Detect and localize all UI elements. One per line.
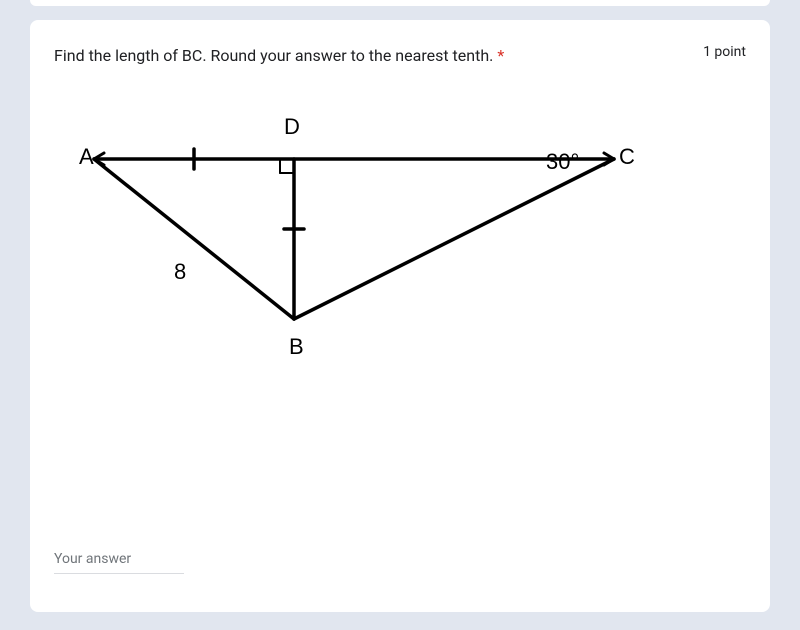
svg-text:30°: 30° bbox=[546, 149, 579, 174]
svg-text:B: B bbox=[289, 334, 304, 359]
geometry-diagram: A D C B 8 30° bbox=[54, 104, 746, 388]
question-text: Find the length of BC. Round your answer… bbox=[54, 44, 504, 68]
svg-text:A: A bbox=[79, 144, 94, 169]
svg-text:8: 8 bbox=[174, 259, 186, 284]
triangle-diagram-svg: A D C B 8 30° bbox=[54, 104, 634, 384]
question-header: Find the length of BC. Round your answer… bbox=[54, 44, 746, 68]
point-value: 1 point bbox=[703, 44, 746, 60]
svg-text:C: C bbox=[619, 144, 634, 169]
question-prompt: Find the length of BC. Round your answer… bbox=[54, 46, 493, 65]
answer-input[interactable]: Your answer bbox=[54, 551, 184, 574]
previous-card-sliver bbox=[30, 0, 770, 6]
required-asterisk: * bbox=[497, 46, 504, 65]
answer-area: Your answer bbox=[54, 548, 184, 574]
svg-text:D: D bbox=[284, 114, 300, 139]
question-card: Find the length of BC. Round your answer… bbox=[30, 20, 770, 612]
